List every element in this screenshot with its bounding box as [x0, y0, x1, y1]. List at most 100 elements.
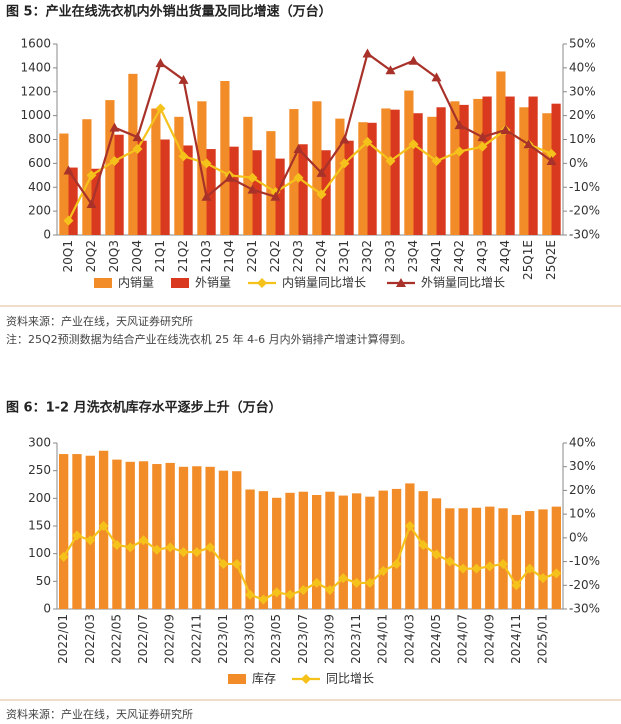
- marker: [444, 556, 455, 567]
- marker: [85, 535, 96, 546]
- y2-tick-label: -20%: [569, 204, 600, 218]
- marker: [86, 170, 97, 181]
- bar: [272, 497, 282, 609]
- bar: [125, 461, 135, 609]
- bar: [505, 96, 515, 236]
- marker: [71, 530, 82, 541]
- bar: [152, 464, 162, 609]
- marker: [285, 589, 296, 600]
- y-tick-label: 100: [28, 546, 51, 560]
- x-tick-label: 20Q4: [130, 240, 144, 272]
- marker: [431, 155, 442, 166]
- bar: [311, 495, 322, 609]
- marker: [245, 589, 256, 600]
- bar: [160, 139, 170, 235]
- bar: [105, 100, 115, 235]
- legend-label: 外销量同比增长: [421, 276, 505, 290]
- bar: [205, 466, 215, 609]
- bar: [258, 491, 269, 609]
- marker: [63, 165, 74, 175]
- bar: [289, 109, 299, 235]
- marker: [362, 48, 373, 58]
- y-tick-label: 0: [43, 228, 51, 242]
- bar: [245, 489, 255, 609]
- bar: [138, 461, 149, 609]
- y2-tick-label: 10%: [569, 507, 596, 521]
- bar: [471, 507, 482, 609]
- bar: [218, 470, 229, 609]
- x-tick-label: 25Q1E: [521, 240, 535, 280]
- x-tick-label: 2024/05: [429, 614, 443, 664]
- bar: [390, 109, 400, 235]
- x-tick-label: 24Q3: [475, 240, 489, 272]
- marker: [132, 132, 143, 142]
- marker: [391, 558, 402, 569]
- bar: [496, 71, 506, 235]
- bar: [82, 119, 92, 235]
- x-tick-label: 2024/09: [482, 614, 496, 664]
- marker: [109, 155, 120, 166]
- bar: [542, 113, 552, 235]
- y-tick-label: 300: [28, 436, 51, 450]
- bar: [528, 96, 538, 236]
- bar: [183, 145, 193, 235]
- marker: [524, 563, 535, 574]
- legend-label: 内销量同比增长: [282, 276, 366, 290]
- x-tick-label: 2022/07: [136, 614, 150, 664]
- marker: [151, 544, 162, 555]
- x-tick-label: 2023/01: [216, 614, 230, 664]
- marker: [546, 148, 557, 159]
- line: [67, 51, 553, 207]
- y2-tick-label: 10%: [569, 132, 596, 146]
- y-tick-label: 400: [28, 180, 51, 194]
- y-tick-label: 1200: [20, 84, 51, 98]
- x-tick-label: 24Q1: [429, 240, 443, 272]
- x-tick-label: 24Q4: [498, 240, 512, 272]
- marker: [191, 547, 202, 558]
- bar: [58, 454, 69, 609]
- marker: [385, 65, 396, 75]
- marker: [271, 587, 282, 598]
- source: 资料来源：产业在线，天风证券研究所: [6, 707, 193, 721]
- bar: [178, 466, 189, 609]
- y-tick-label: 1400: [20, 60, 51, 74]
- marker: [201, 158, 212, 169]
- x-tick-label: 2023/07: [296, 614, 310, 664]
- bar: [427, 116, 437, 235]
- bar: [85, 455, 95, 609]
- x-tick-label: 22Q3: [291, 240, 305, 272]
- marker: [301, 674, 311, 684]
- x-tick-label: 21Q1: [153, 240, 167, 272]
- x-tick-label: 20Q1: [61, 240, 75, 272]
- x-tick-label: 2023/09: [322, 614, 336, 664]
- marker: [132, 144, 143, 155]
- marker: [109, 122, 120, 132]
- marker: [201, 191, 212, 201]
- marker: [178, 74, 189, 84]
- marker: [477, 132, 488, 142]
- x-tick-label: 2023/05: [269, 614, 283, 664]
- marker: [125, 542, 136, 553]
- y2-tick-label: 30%: [569, 84, 596, 98]
- x-tick-label: 21Q3: [199, 240, 213, 272]
- marker: [339, 158, 350, 169]
- marker: [155, 103, 166, 114]
- legend-swatch: [171, 278, 189, 288]
- legend-label: 外销量: [195, 276, 231, 290]
- marker: [378, 566, 389, 577]
- bar: [367, 122, 377, 235]
- x-tick-label: 23Q4: [406, 240, 420, 272]
- marker: [324, 585, 335, 596]
- marker: [362, 136, 373, 147]
- x-tick-label: 2022/11: [189, 614, 203, 664]
- bar: [321, 150, 331, 235]
- marker: [546, 155, 557, 165]
- marker: [257, 278, 267, 288]
- bar: [252, 150, 262, 235]
- y2-tick-label: 20%: [569, 483, 596, 497]
- marker: [298, 585, 309, 596]
- x-tick-label: 20Q2: [84, 240, 98, 272]
- marker: [454, 146, 465, 157]
- bar: [285, 492, 295, 609]
- bar: [325, 491, 335, 609]
